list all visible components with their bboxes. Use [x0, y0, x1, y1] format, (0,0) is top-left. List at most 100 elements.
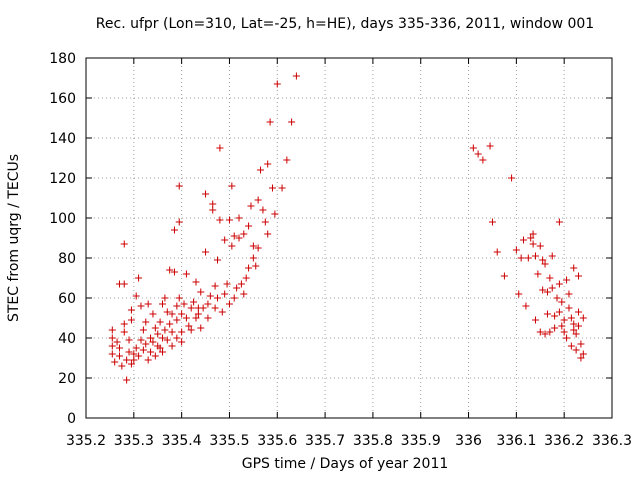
data-point: [235, 214, 243, 222]
data-point: [111, 358, 119, 366]
data-point: [209, 206, 217, 214]
data-point: [168, 342, 176, 350]
data-point: [486, 142, 494, 150]
data-point: [264, 160, 272, 168]
data-point: [268, 184, 276, 192]
data-point: [558, 322, 566, 330]
data-point: [254, 244, 262, 252]
data-point: [214, 256, 221, 264]
data-point: [151, 324, 159, 332]
data-point: [142, 318, 150, 326]
data-point: [500, 272, 508, 280]
data-point: [166, 266, 174, 274]
data-point: [125, 336, 133, 344]
data-point: [543, 288, 551, 296]
data-point: [529, 230, 537, 238]
data-point: [142, 340, 150, 348]
data-point: [130, 356, 138, 364]
tick-labels: 0 20 40 60 80 100 120 140 160 180 335.2 335.3 335.4 3…: [49, 51, 632, 449]
data-point: [190, 298, 198, 306]
data-point: [522, 302, 530, 310]
grid-lines: [86, 58, 612, 418]
data-point: [512, 246, 520, 254]
data-point: [257, 166, 265, 174]
data-point: [185, 322, 193, 330]
data-point: [139, 346, 147, 354]
data-point: [173, 316, 181, 324]
y-tick-label: 160: [49, 91, 76, 107]
data-point: [548, 284, 556, 292]
data-point: [551, 312, 559, 320]
data-point: [161, 326, 169, 334]
data-point: [242, 274, 250, 282]
data-point: [515, 290, 523, 298]
x-tick-label: 336.2: [544, 433, 584, 449]
data-point: [228, 242, 236, 250]
data-point: [108, 326, 116, 334]
x-tick-label: 335.4: [162, 433, 202, 449]
data-point: [130, 350, 138, 358]
data-point: [149, 310, 157, 318]
data-point: [539, 286, 547, 294]
data-point: [240, 230, 248, 238]
data-point: [168, 328, 176, 336]
data-point: [252, 262, 260, 270]
data-point: [567, 314, 575, 322]
data-point: [123, 356, 131, 364]
data-point: [175, 218, 183, 226]
data-point: [240, 290, 248, 298]
data-point: [555, 280, 563, 288]
data-point: [560, 316, 568, 324]
x-tick-label: 335.7: [305, 433, 345, 449]
y-tick-label: 140: [49, 131, 76, 147]
y-tick-label: 0: [67, 411, 76, 427]
y-tick-label: 80: [58, 251, 76, 267]
data-point: [178, 328, 186, 336]
data-point: [237, 280, 245, 288]
data-point: [474, 150, 482, 158]
data-point: [283, 156, 291, 164]
data-point: [572, 346, 580, 354]
data-point: [579, 350, 587, 358]
data-point: [173, 334, 181, 342]
data-point: [156, 318, 164, 326]
data-point: [249, 242, 257, 250]
data-point: [245, 222, 253, 230]
data-point: [199, 304, 207, 312]
data-point: [575, 308, 583, 316]
data-point: [259, 206, 267, 214]
data-point: [127, 360, 135, 368]
data-point: [469, 144, 477, 152]
data-point: [178, 338, 186, 346]
data-point: [565, 290, 573, 298]
data-point: [163, 308, 171, 316]
data-point: [563, 276, 571, 284]
data-point: [173, 302, 181, 310]
data-point: [194, 310, 202, 318]
y-tick-label: 20: [58, 371, 76, 387]
data-point: [202, 190, 210, 198]
data-point: [228, 182, 236, 190]
data-point: [125, 348, 133, 356]
data-point: [271, 210, 279, 218]
data-point: [536, 242, 544, 250]
data-point: [108, 334, 116, 342]
data-point: [182, 314, 190, 322]
data-point: [192, 314, 200, 322]
data-point: [524, 254, 532, 262]
data-point: [139, 326, 147, 334]
data-point: [520, 236, 528, 244]
data-point: [120, 328, 128, 336]
data-point: [230, 294, 238, 302]
data-point: [534, 270, 542, 278]
x-tick-label: 335.5: [209, 433, 249, 449]
data-point: [149, 338, 157, 346]
data-point: [144, 356, 152, 364]
data-point: [221, 236, 229, 244]
data-point: [570, 326, 578, 334]
x-tick-label: 335.3: [114, 433, 154, 449]
data-point: [531, 252, 539, 260]
data-point: [108, 342, 116, 350]
data-point: [288, 118, 296, 126]
